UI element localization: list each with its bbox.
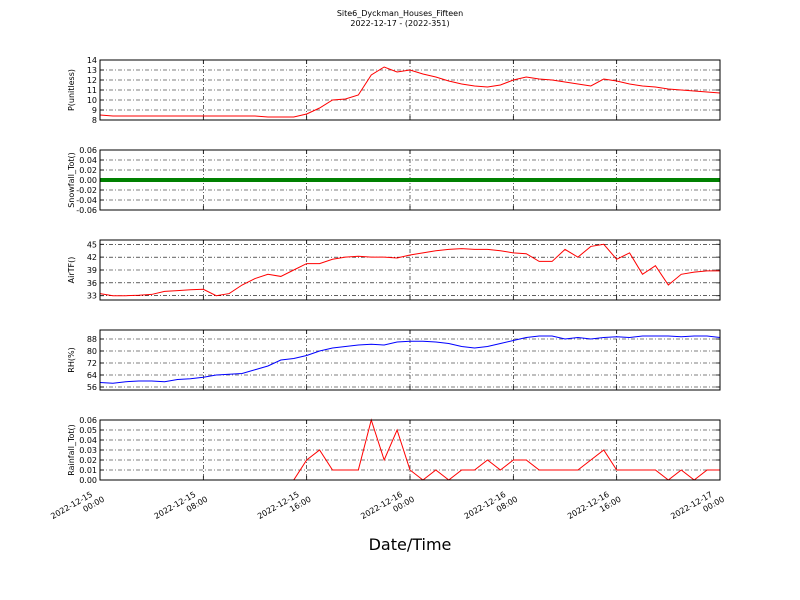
y-tick-label: 0.04: [79, 156, 97, 165]
y-tick-label: -0.06: [76, 206, 97, 215]
data-line: [99, 335, 721, 384]
y-tick-label: 42: [87, 253, 97, 262]
y-tick-label: 0.06: [79, 416, 97, 425]
y-tick-label: 0.02: [79, 456, 97, 465]
x-tick-label: 2022-12-1616:00: [566, 486, 623, 530]
y-axis-label: Rainfall_Tot(): [67, 424, 76, 476]
y-tick-label: 12: [87, 76, 97, 85]
x-tick-label: 2022-12-1508:00: [153, 486, 210, 530]
data-line: [99, 66, 721, 118]
y-tick-label: 14: [87, 56, 97, 65]
y-tick-label: -0.04: [76, 196, 97, 205]
y-tick-label: 9: [92, 106, 97, 115]
y-tick-label: 39: [87, 266, 97, 275]
chart-subtitle: 2022-12-17 - (2022-351): [350, 19, 449, 28]
y-tick-label: 0.01: [79, 466, 97, 475]
y-axis-label: P(unitless): [67, 69, 76, 111]
panel: 33 36 39 42 45 AirTF(): [67, 239, 721, 301]
y-tick-label: 33: [87, 292, 97, 301]
y-tick-label: 0.02: [79, 166, 97, 175]
y-tick-label: 0.03: [79, 446, 97, 455]
data-line: [99, 243, 720, 297]
plot-frame: [99, 239, 721, 301]
chart-title: Site6_Dyckman_Houses_Fifteen: [337, 9, 463, 18]
x-tick-label: 2022-12-1600:00: [359, 486, 416, 530]
y-axis-label: AirTF(): [67, 257, 76, 284]
plot-frame: [99, 329, 721, 391]
y-tick-label: 64: [87, 371, 97, 380]
y-tick-label: 13: [87, 66, 97, 75]
y-tick-label: 10: [87, 96, 97, 105]
y-tick-label: 0.00: [79, 476, 97, 485]
panel: -0.06-0.04-0.020.000.020.040.06Snowfall_…: [67, 146, 721, 215]
x-axis-label: Date/Time: [369, 535, 452, 554]
x-tick-label: 2022-12-1516:00: [256, 486, 313, 530]
y-tick-label: 0.04: [79, 436, 97, 445]
y-tick-label: 11: [87, 86, 97, 95]
y-tick-label: 88: [87, 335, 97, 344]
plot-frame: [99, 419, 721, 481]
y-tick-label: 56: [87, 383, 97, 392]
y-tick-label: 0.06: [79, 146, 97, 155]
y-axis-label: Snowfall_Tot(): [67, 152, 76, 208]
panel: 56 64 72 80 88 RH(%): [67, 329, 721, 392]
x-tick-label: 2022-12-1500:00: [49, 486, 106, 530]
y-tick-label: 45: [87, 240, 97, 249]
y-tick-label: 8: [92, 116, 97, 125]
y-tick-label: 0.00: [79, 176, 97, 185]
y-axis-label: RH(%): [67, 347, 76, 372]
panel: 0.000.010.020.030.040.050.06 2022-12-1500…: [49, 416, 726, 530]
plot-frame: [99, 149, 721, 211]
x-tick-label: 2022-12-1608:00: [463, 486, 520, 530]
plot-frame: [99, 59, 721, 121]
x-tick-label: 2022-12-1700:00: [669, 486, 726, 530]
y-tick-label: 80: [87, 347, 97, 356]
y-tick-label: -0.02: [76, 186, 97, 195]
y-tick-label: 72: [87, 359, 97, 368]
y-tick-label: 36: [87, 279, 97, 288]
y-tick-label: 0.05: [79, 426, 97, 435]
